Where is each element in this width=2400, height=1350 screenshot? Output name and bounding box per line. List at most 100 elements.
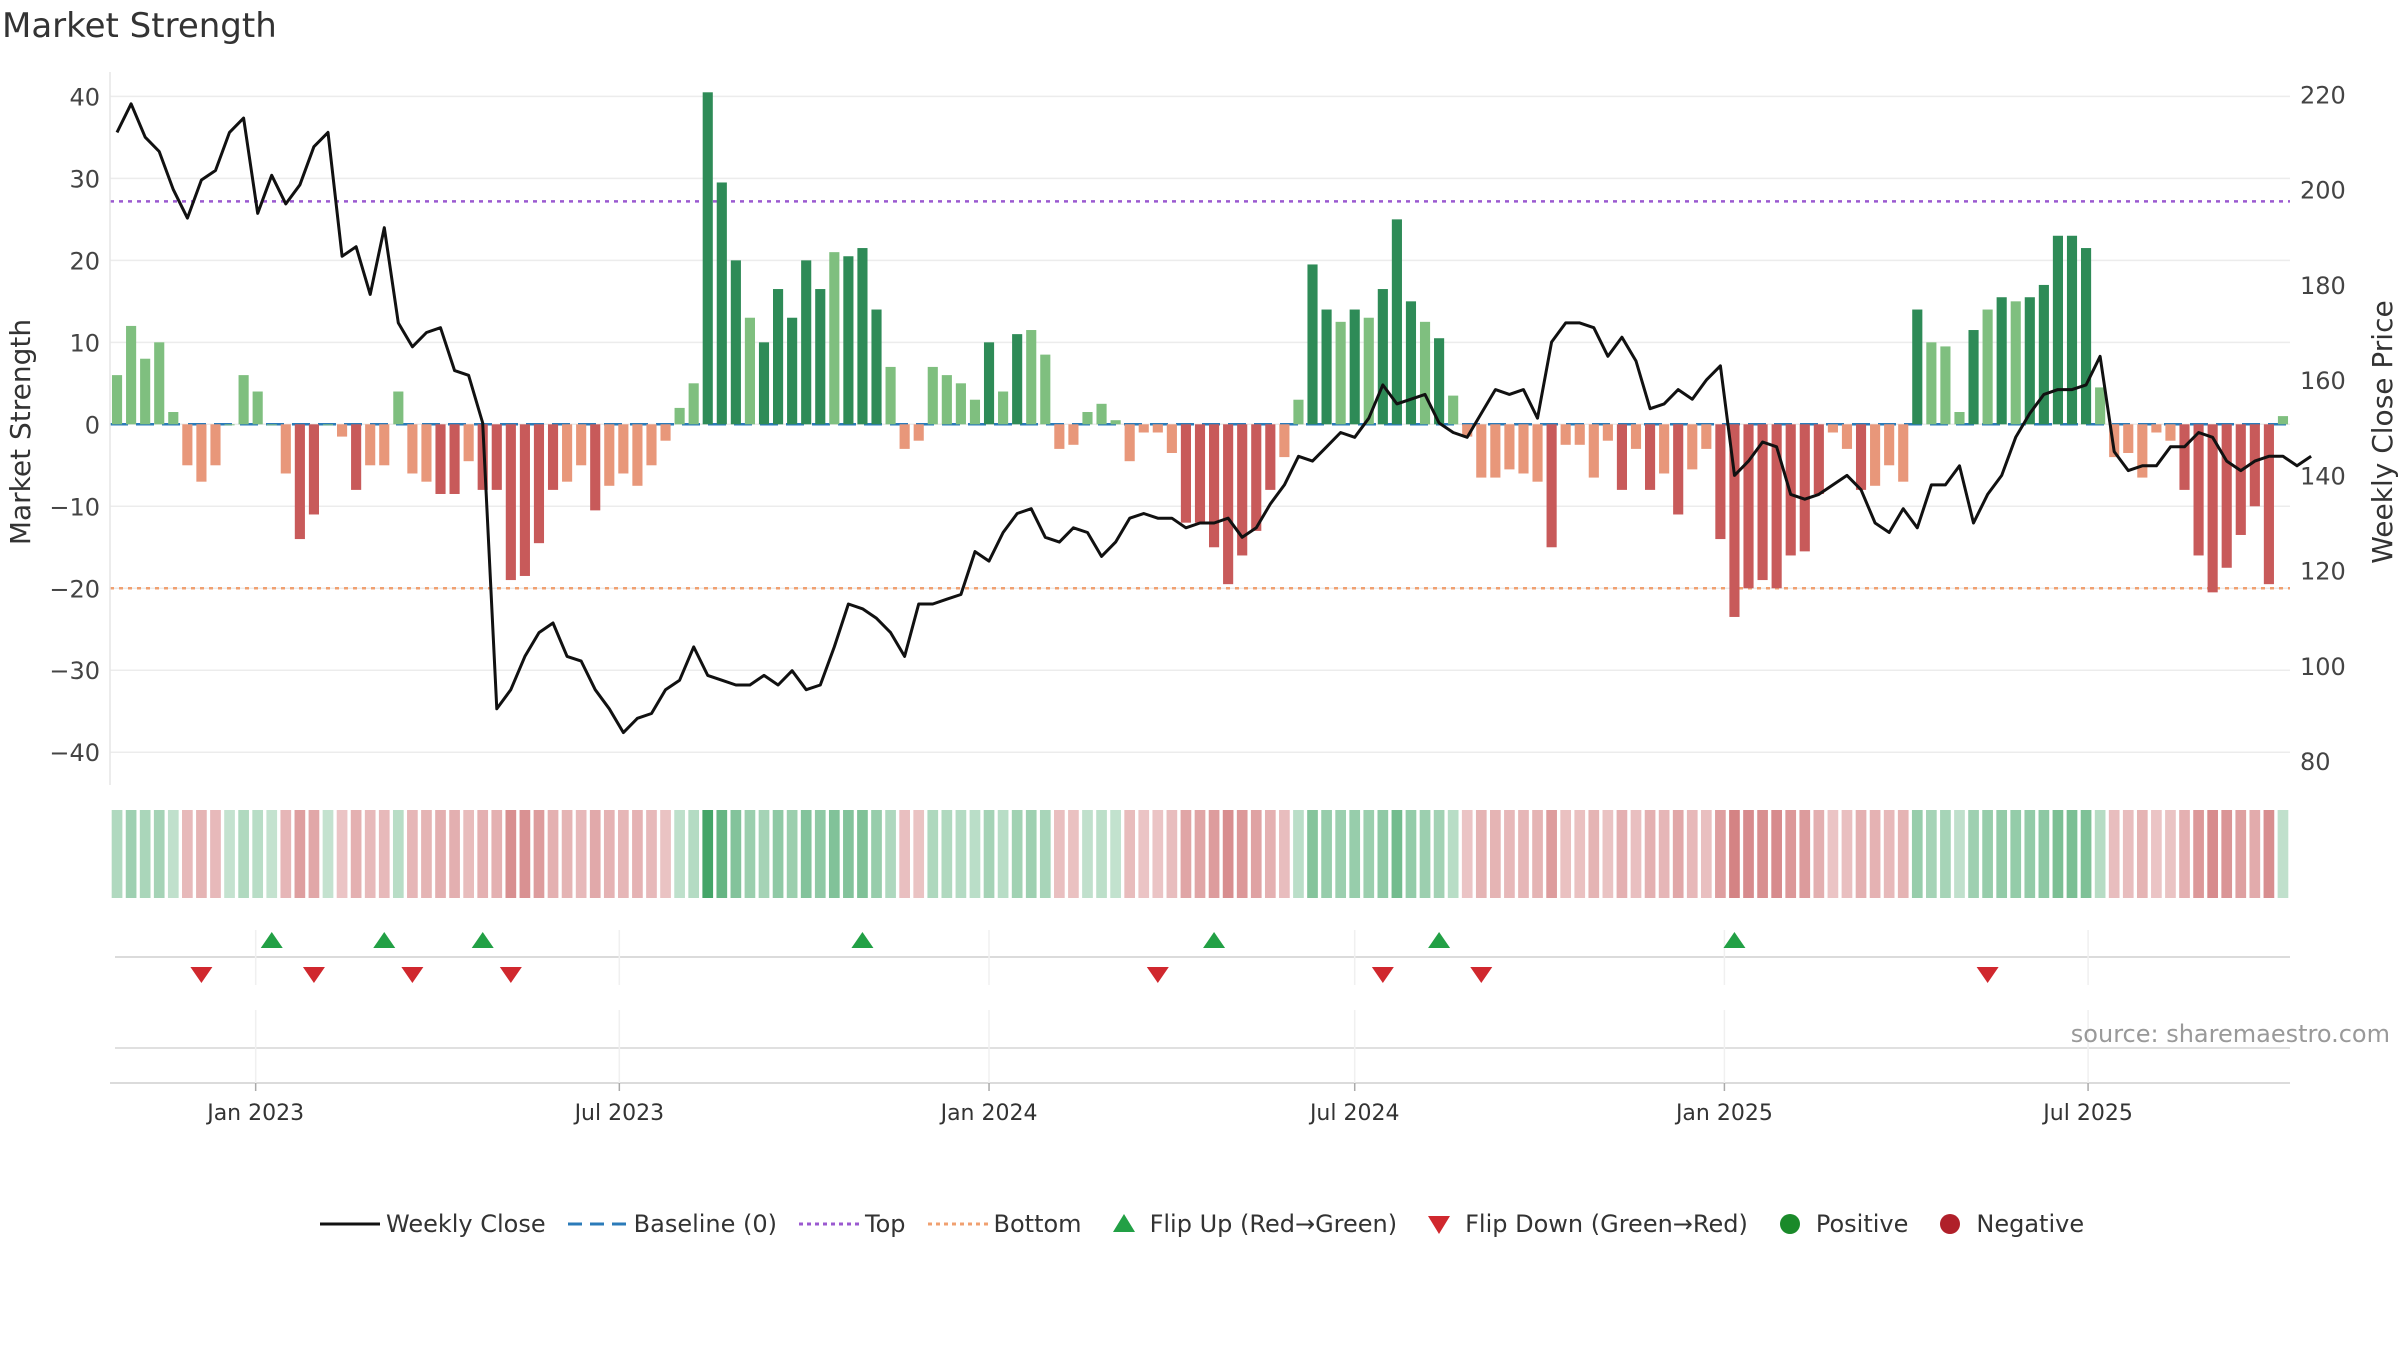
heat-cell (2066, 810, 2078, 898)
heat-cell (1743, 810, 1754, 898)
heat-cell (2277, 810, 2289, 898)
heat-cell (139, 810, 151, 898)
heat-cell (1377, 810, 1389, 898)
x-tick-label: Jul 2024 (1308, 1101, 1400, 1126)
heat-cell (969, 810, 981, 898)
flip-down-marker (190, 967, 213, 983)
heat-cell (196, 810, 207, 898)
flip-down-marker (1146, 967, 1169, 983)
strength-bar (1827, 424, 1838, 433)
x-tick-label: Jul 2025 (2041, 1101, 2133, 1126)
heat-cell (1658, 810, 1670, 898)
strength-bar (1884, 424, 1895, 466)
strength-bar (1209, 424, 1220, 548)
strength-bar (857, 248, 868, 425)
heat-cell (786, 810, 798, 898)
strength-bar (2207, 424, 2218, 593)
strength-bar (1588, 424, 1599, 478)
strength-bar (2249, 424, 2260, 507)
heat-cell (1194, 810, 1206, 898)
legend-label: Bottom (993, 1210, 1082, 1238)
heat-cell (983, 810, 995, 898)
heat-cell (1433, 810, 1445, 898)
legend-item-negative: Negative (1930, 1210, 2084, 1238)
strength-bar (1954, 412, 1965, 425)
strength-bar (1068, 424, 1079, 445)
strength-bar (2179, 424, 2190, 490)
heat-cell (1180, 810, 1192, 898)
strength-bar (140, 358, 151, 425)
heat-cell (800, 810, 812, 898)
strength-bar (1729, 424, 1740, 617)
strength-bar (1223, 424, 1234, 585)
heat-cell (1602, 810, 1614, 898)
y2-tick-label: 180 (2300, 272, 2346, 300)
legend-dash-icon (567, 1222, 628, 1226)
legend-label: Positive (1815, 1210, 1909, 1238)
heat-cell (1279, 810, 1290, 898)
heat-cell (449, 810, 460, 898)
strength-bars (111, 92, 2289, 617)
strength-bar (351, 424, 362, 490)
strength-bar (1757, 424, 1768, 581)
heat-cell (322, 810, 334, 898)
y-tick-label: −30 (49, 657, 100, 685)
legend-label: Flip Down (Green→Red) (1465, 1210, 1748, 1238)
strength-bar (1940, 346, 1951, 425)
legend: Weekly Close Baseline (0) Top Bottom Fli… (320, 1210, 2106, 1238)
flip-down-marker (1470, 967, 1493, 983)
heat-cell (1616, 810, 1628, 898)
heat-cell (955, 810, 967, 898)
heat-cell (1686, 810, 1698, 898)
strength-bar (1673, 424, 1684, 515)
heat-cell (2179, 810, 2190, 898)
strength-bar (337, 424, 348, 437)
strength-bar (1040, 354, 1051, 425)
strength-bar (252, 391, 263, 425)
heat-cell (1054, 810, 1065, 898)
strength-bar (1687, 424, 1698, 470)
strength-bar (1870, 424, 1881, 486)
strength-bar (477, 424, 488, 490)
legend-item-top: Top (799, 1210, 906, 1238)
strength-bar (1012, 334, 1023, 425)
heat-cell (167, 810, 179, 898)
heat-cell (1982, 810, 1993, 898)
heat-cell (1349, 810, 1361, 898)
heat-cell (1138, 810, 1150, 898)
strength-bar (1321, 309, 1332, 425)
strength-bar (1504, 424, 1515, 470)
weekly-close-line (115, 102, 2312, 735)
heat-cell (1588, 810, 1600, 898)
strength-bar (983, 342, 995, 425)
heat-cell (153, 810, 165, 898)
heat-cell (1096, 810, 1107, 898)
heat-cell (1025, 810, 1037, 898)
heat-cell (730, 810, 742, 898)
legend-item-baseline: Baseline (0) (567, 1210, 777, 1238)
axes: 403020100−10−20−30−402202001801601401201… (4, 72, 2399, 1126)
strength-bar (2010, 301, 2021, 425)
heat-cell (603, 810, 615, 898)
heat-cell (1968, 810, 1979, 898)
flip-down-marker (1371, 967, 1394, 983)
strength-bar (2151, 424, 2162, 433)
triangle-up-icon (1112, 1214, 1135, 1232)
heat-cell (1307, 810, 1318, 898)
strength-bar (744, 317, 755, 425)
strength-bar (2095, 387, 2106, 425)
strength-bar (407, 424, 418, 474)
strength-bar (2066, 235, 2078, 425)
heat-cell (1082, 810, 1093, 898)
legend-label: Top (865, 1210, 906, 1238)
strength-bar (1335, 321, 1346, 425)
heat-cell (575, 810, 587, 898)
strength-bar (435, 424, 446, 494)
heat-cell (1011, 810, 1023, 898)
flip-up-marker (1203, 932, 1226, 948)
strength-bar (393, 391, 404, 425)
heat-cell (238, 810, 249, 898)
heat-cell (1222, 810, 1234, 898)
strength-bar (1799, 424, 1810, 552)
heat-cell (1574, 810, 1586, 898)
